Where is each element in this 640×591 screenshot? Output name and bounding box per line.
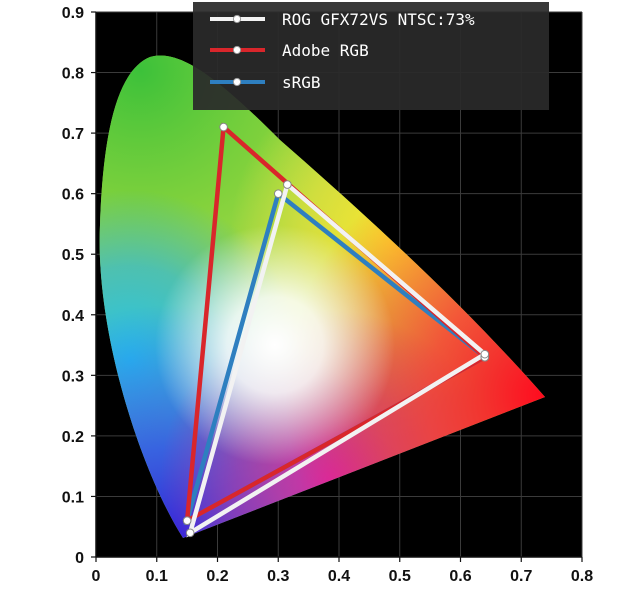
y-tick-label: 0.5 bbox=[62, 247, 84, 264]
vertex-point-0-1 bbox=[283, 180, 292, 189]
legend-label-srgb: sRGB bbox=[282, 73, 321, 92]
y-tick-label: 0.4 bbox=[62, 308, 84, 325]
vertex-point-0-0 bbox=[480, 349, 490, 359]
y-tick-label: 0.2 bbox=[62, 429, 84, 446]
legend: ROG GFX72VS NTSC:73% Adobe RGB sRGB bbox=[193, 2, 549, 110]
x-axis-ticks: 0 0.1 0.2 0.3 0.4 0.5 0.6 0.7 0.8 bbox=[92, 557, 593, 585]
vertex-point-0-2 bbox=[185, 528, 195, 538]
x-tick-label: 0.2 bbox=[206, 568, 228, 585]
gamut-triangles bbox=[182, 122, 490, 538]
legend-item-adobe-rgb: Adobe RGB bbox=[210, 41, 369, 60]
x-tick-label: 0 bbox=[92, 568, 101, 585]
legend-item-rog: ROG GFX72VS NTSC:73% bbox=[210, 10, 475, 29]
y-tick-label: 0.1 bbox=[62, 489, 84, 506]
y-tick-label: 0.7 bbox=[62, 126, 84, 143]
x-tick-label: 0.1 bbox=[146, 568, 168, 585]
legend-label-adobe-rgb: Adobe RGB bbox=[282, 41, 369, 60]
y-tick-label: 0.8 bbox=[62, 66, 84, 83]
legend-item-srgb: sRGB bbox=[210, 73, 321, 92]
x-tick-label: 0.5 bbox=[389, 568, 411, 585]
x-tick-label: 0.4 bbox=[328, 568, 350, 585]
vertex-point-1-2 bbox=[182, 516, 192, 525]
y-tick-label: 0.9 bbox=[62, 5, 84, 22]
y-axis-ticks: 0 0.1 0.2 0.3 0.4 0.5 0.6 0.7 0.8 0.9 bbox=[62, 5, 96, 567]
y-tick-label: 0.3 bbox=[62, 368, 84, 385]
x-tick-label: 0.3 bbox=[267, 568, 289, 585]
y-tick-label: 0.6 bbox=[62, 187, 84, 204]
x-tick-label: 0.7 bbox=[510, 568, 532, 585]
x-tick-label: 0.8 bbox=[571, 568, 593, 585]
x-tick-label: 0.6 bbox=[449, 568, 471, 585]
vertex-point-1-1 bbox=[219, 122, 228, 132]
legend-label-rog: ROG GFX72VS NTSC:73% bbox=[282, 10, 475, 29]
gamut-triangle-0 bbox=[186, 180, 489, 538]
y-tick-label: 0 bbox=[75, 550, 84, 567]
vertex-point-2-1 bbox=[273, 189, 283, 198]
